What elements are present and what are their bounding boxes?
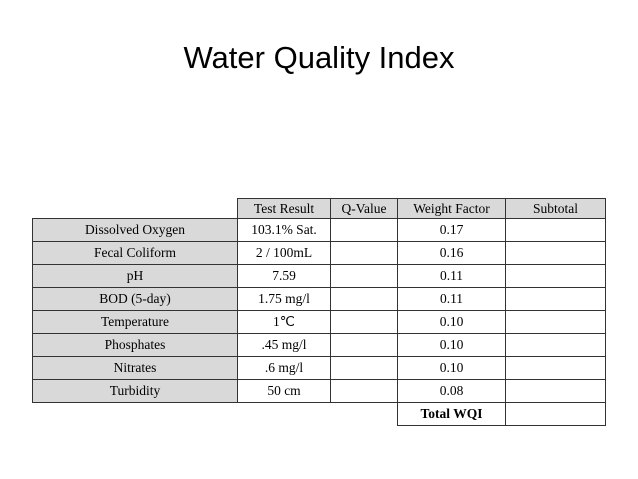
row-label: Dissolved Oxygen [32,218,238,242]
q-value [330,241,398,265]
subtotal [505,241,606,265]
test-result: .6 mg/l [237,356,331,380]
subtotal [505,264,606,288]
q-value [330,356,398,380]
row-label: Nitrates [32,356,238,380]
subtotal [505,310,606,334]
row-label: Phosphates [32,333,238,357]
total-value [505,402,606,426]
slide-title: Water Quality Index [183,40,455,75]
weight-factor: 0.08 [397,379,506,403]
subtotal [505,379,606,403]
q-value [330,333,398,357]
q-value [330,264,398,288]
test-result: 50 cm [237,379,331,403]
test-result: 2 / 100mL [237,241,331,265]
subtotal [505,218,606,242]
subtotal [505,333,606,357]
weight-factor: 0.10 [397,333,506,357]
column-header: Weight Factor [397,198,506,219]
weight-factor: 0.10 [397,310,506,334]
subtotal [505,287,606,311]
test-result: 1.75 mg/l [237,287,331,311]
row-label: Temperature [32,310,238,334]
weight-factor: 0.11 [397,264,506,288]
q-value [330,287,398,311]
row-label: BOD (5-day) [32,287,238,311]
q-value [330,379,398,403]
weight-factor: 0.16 [397,241,506,265]
test-result: 103.1% Sat. [237,218,331,242]
column-header: Q-Value [330,198,398,219]
subtotal [505,356,606,380]
column-header: Subtotal [505,198,606,219]
column-header: Test Result [237,198,331,219]
q-value [330,310,398,334]
test-result: 7.59 [237,264,331,288]
weight-factor: 0.10 [397,356,506,380]
test-result: .45 mg/l [237,333,331,357]
total-label: Total WQI [397,402,506,426]
row-label: Turbidity [32,379,238,403]
weight-factor: 0.17 [397,218,506,242]
row-label: pH [32,264,238,288]
q-value [330,218,398,242]
test-result: 1℃ [237,310,331,334]
weight-factor: 0.11 [397,287,506,311]
row-label: Fecal Coliform [32,241,238,265]
